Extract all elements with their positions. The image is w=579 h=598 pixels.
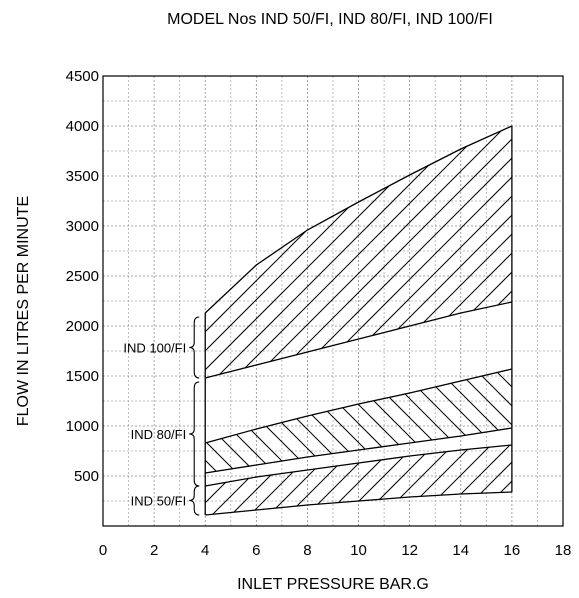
hatch-line [205, 445, 512, 515]
x-tick-label: 2 [150, 542, 158, 559]
brace-ind-80 [189, 381, 200, 487]
model-label-ind-100: IND 100/FI [123, 341, 186, 356]
hatch-line [0, 76, 74, 576]
y-tick-label: 1000 [66, 418, 99, 435]
y-tick-label: 4500 [66, 68, 99, 85]
model-label-ind-50: IND 50/FI [131, 494, 187, 509]
x-tick-label: 6 [252, 542, 260, 559]
hatch-line [205, 126, 512, 378]
x-tick-label: 14 [452, 542, 469, 559]
model-braces: IND 50/FI IND 80/FI IND 100/FI [123, 316, 200, 516]
hatch-line [257, 126, 512, 378]
y-tick-label: 3000 [66, 218, 99, 235]
chart-title: MODEL Nos IND 50/FI, IND 80/FI, IND 100/… [167, 11, 493, 28]
hatch-line [205, 126, 512, 378]
hatch-line [205, 369, 398, 473]
band-edges [204, 125, 513, 516]
hatch-line [562, 76, 579, 576]
y-axis-label: FLOW IN LITRES PER MINUTE [15, 196, 32, 426]
plot-frame [102, 75, 564, 527]
hatch-line [257, 445, 512, 515]
hatch-line [205, 369, 512, 473]
band-upper-edge [204, 125, 513, 314]
hatch-line [562, 26, 579, 526]
band-upper-edge [205, 368, 513, 444]
hatch-line [205, 126, 512, 378]
hatch-line [205, 126, 512, 378]
hatch-line [205, 126, 512, 378]
hatch-line [238, 126, 512, 378]
x-axis-ticks: 0 2 4 6 8 10 12 14 16 18 [99, 542, 572, 559]
hatch-line [0, 26, 74, 526]
y-axis-ticks: 500 1000 1500 2000 2500 3000 3500 4000 4500 [66, 68, 99, 485]
band-upper-edge [205, 444, 512, 487]
model-label-ind-80: IND 80/FI [131, 427, 187, 442]
hatch-line [205, 126, 512, 378]
hatch-line [219, 126, 512, 378]
grid [103, 76, 563, 526]
x-tick-label: 0 [99, 542, 107, 559]
brace-ind-50 [189, 485, 200, 516]
x-tick-label: 12 [401, 542, 418, 559]
y-tick-label: 500 [74, 468, 99, 485]
hatch-line [562, 26, 579, 526]
x-axis-label: INLET PRESSURE BAR.G [237, 576, 429, 593]
y-tick-label: 2500 [66, 268, 99, 285]
hatch-line [352, 369, 512, 473]
x-tick-label: 4 [201, 542, 209, 559]
y-tick-label: 1500 [66, 368, 99, 385]
hatch-line [205, 126, 512, 378]
hatch-line [205, 126, 512, 378]
hatch-line [205, 126, 512, 378]
x-tick-label: 16 [504, 542, 521, 559]
y-tick-label: 4000 [66, 118, 99, 135]
y-tick-label: 3500 [66, 168, 99, 185]
x-tick-label: 18 [555, 542, 572, 559]
hatch-line [205, 126, 512, 378]
hatch-line [205, 445, 512, 515]
band-lower-edge [205, 491, 512, 516]
hatch-line [205, 126, 512, 378]
y-tick-label: 2000 [66, 318, 99, 335]
band-lower-edge [205, 427, 512, 474]
hatch-line [0, 26, 74, 526]
x-tick-label: 10 [350, 542, 367, 559]
band-lower-edge [205, 301, 513, 379]
brace-ind-100 [189, 316, 200, 379]
x-tick-label: 8 [303, 542, 311, 559]
